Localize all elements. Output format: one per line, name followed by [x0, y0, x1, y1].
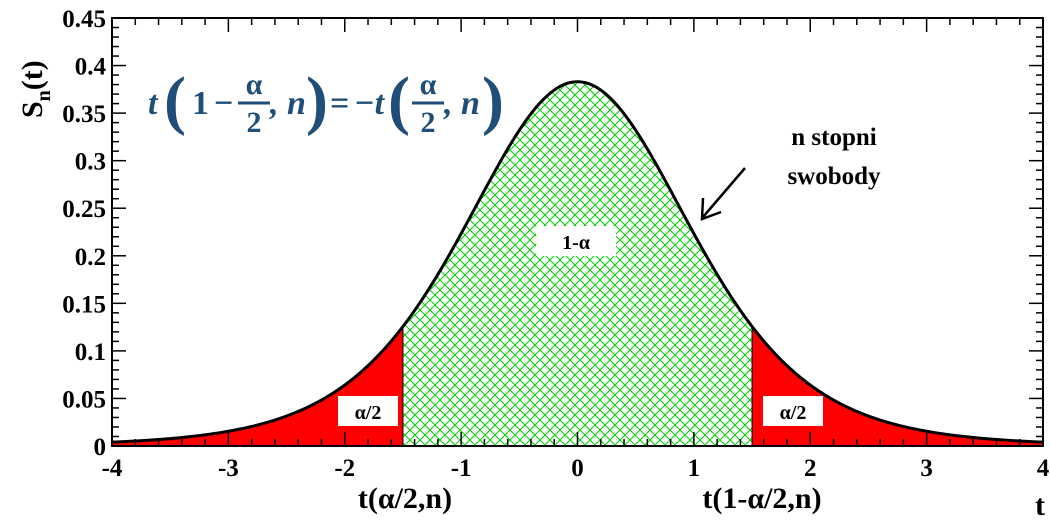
svg-text:(: (: [388, 64, 410, 137]
y-tick-label: 0.25: [62, 196, 106, 223]
x-tick-label: 0: [571, 455, 584, 482]
y-tick-label: 0.1: [75, 339, 106, 366]
density-curve: [111, 80, 1044, 444]
central-hatched-region: [402, 81, 753, 446]
x-tick-label: 4: [1037, 455, 1050, 482]
y-tick-label: 0.15: [62, 291, 106, 318]
left-tail-region: [112, 326, 403, 446]
x-tick-label: 2: [804, 455, 817, 482]
y-axis-ticks: [112, 17, 1043, 447]
svg-text:α: α: [246, 68, 263, 101]
annotation-arrow-icon: [700, 167, 746, 221]
svg-text:(: (: [164, 64, 186, 137]
svg-text:−t: −t: [354, 85, 386, 122]
x-axis-title: t: [1035, 489, 1045, 522]
x-tick-label: 3: [920, 455, 933, 482]
left-tail-label-box: [338, 396, 398, 426]
curve-annotation-line1: n stopni: [791, 124, 877, 151]
y-axis-tick-labels: 0 0.05 0.1 0.15 0.2 0.25 0.3 0.35 0.4 0.45: [62, 6, 106, 461]
critical-label-left: t(α/2,n): [358, 482, 452, 515]
x-tick-label: -4: [102, 455, 123, 482]
svg-text:): ): [482, 64, 504, 137]
svg-text:1: 1: [192, 85, 209, 122]
svg-text:α: α: [420, 68, 437, 101]
svg-text:, n: , n: [269, 85, 306, 122]
x-tick-label: -1: [451, 455, 472, 482]
svg-text:): ): [306, 64, 328, 137]
left-tail-label: α/2: [355, 402, 382, 424]
svg-text:Sn(t): Sn(t): [16, 60, 55, 118]
svg-text:=: =: [330, 85, 349, 122]
curve-annotation-line2: swobody: [787, 163, 881, 190]
x-tick-label: -2: [334, 455, 355, 482]
x-tick-label: 1: [688, 455, 701, 482]
y-tick-label: 0.45: [62, 6, 106, 33]
y-tick-label: 0.4: [75, 54, 107, 81]
y-tick-label: 0.35: [62, 101, 106, 128]
svg-text:2: 2: [247, 106, 262, 139]
formula: t ( 1 − α 2 , n ) = −t ( α 2 , n ): [148, 64, 504, 139]
svg-text:2: 2: [421, 106, 436, 139]
center-label-box: [536, 226, 616, 256]
y-tick-label: 0: [94, 434, 107, 461]
x-axis-tick-labels: -4 -3 -2 -1 0 1 2 3 4: [102, 455, 1050, 482]
y-tick-label: 0.3: [75, 149, 106, 176]
x-tick-label: -3: [218, 455, 239, 482]
svg-text:, n: , n: [443, 85, 480, 122]
svg-text:−: −: [214, 85, 233, 122]
svg-text:t: t: [148, 85, 159, 122]
y-tick-label: 0.05: [62, 386, 106, 413]
critical-label-right: t(1-α/2,n): [702, 482, 821, 515]
right-tail-region: [752, 326, 1043, 446]
x-axis-ticks: [111, 18, 1044, 446]
right-tail-label: α/2: [780, 402, 807, 424]
y-axis-title: Sn(t): [16, 60, 55, 118]
y-tick-label: 0.2: [75, 244, 106, 271]
right-tail-label-box: [763, 396, 823, 426]
center-label: 1-α: [562, 232, 590, 254]
